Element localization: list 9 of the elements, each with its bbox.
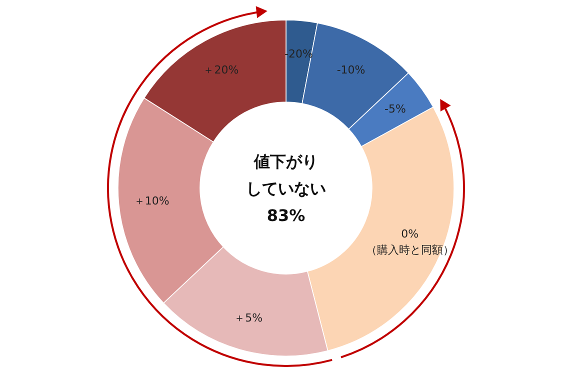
slice-label: -10% <box>336 64 366 77</box>
text: 83% <box>266 206 306 225</box>
slice-label: ＋20% <box>203 64 239 77</box>
text: 値下がり <box>253 152 318 171</box>
slice-label: ＋5% <box>234 312 263 325</box>
slice-label: 0% （購入時と同額） <box>366 228 454 257</box>
text: していない <box>246 179 326 198</box>
slice-label: ＋10% <box>134 194 170 208</box>
slice-label: -5% <box>384 102 406 116</box>
